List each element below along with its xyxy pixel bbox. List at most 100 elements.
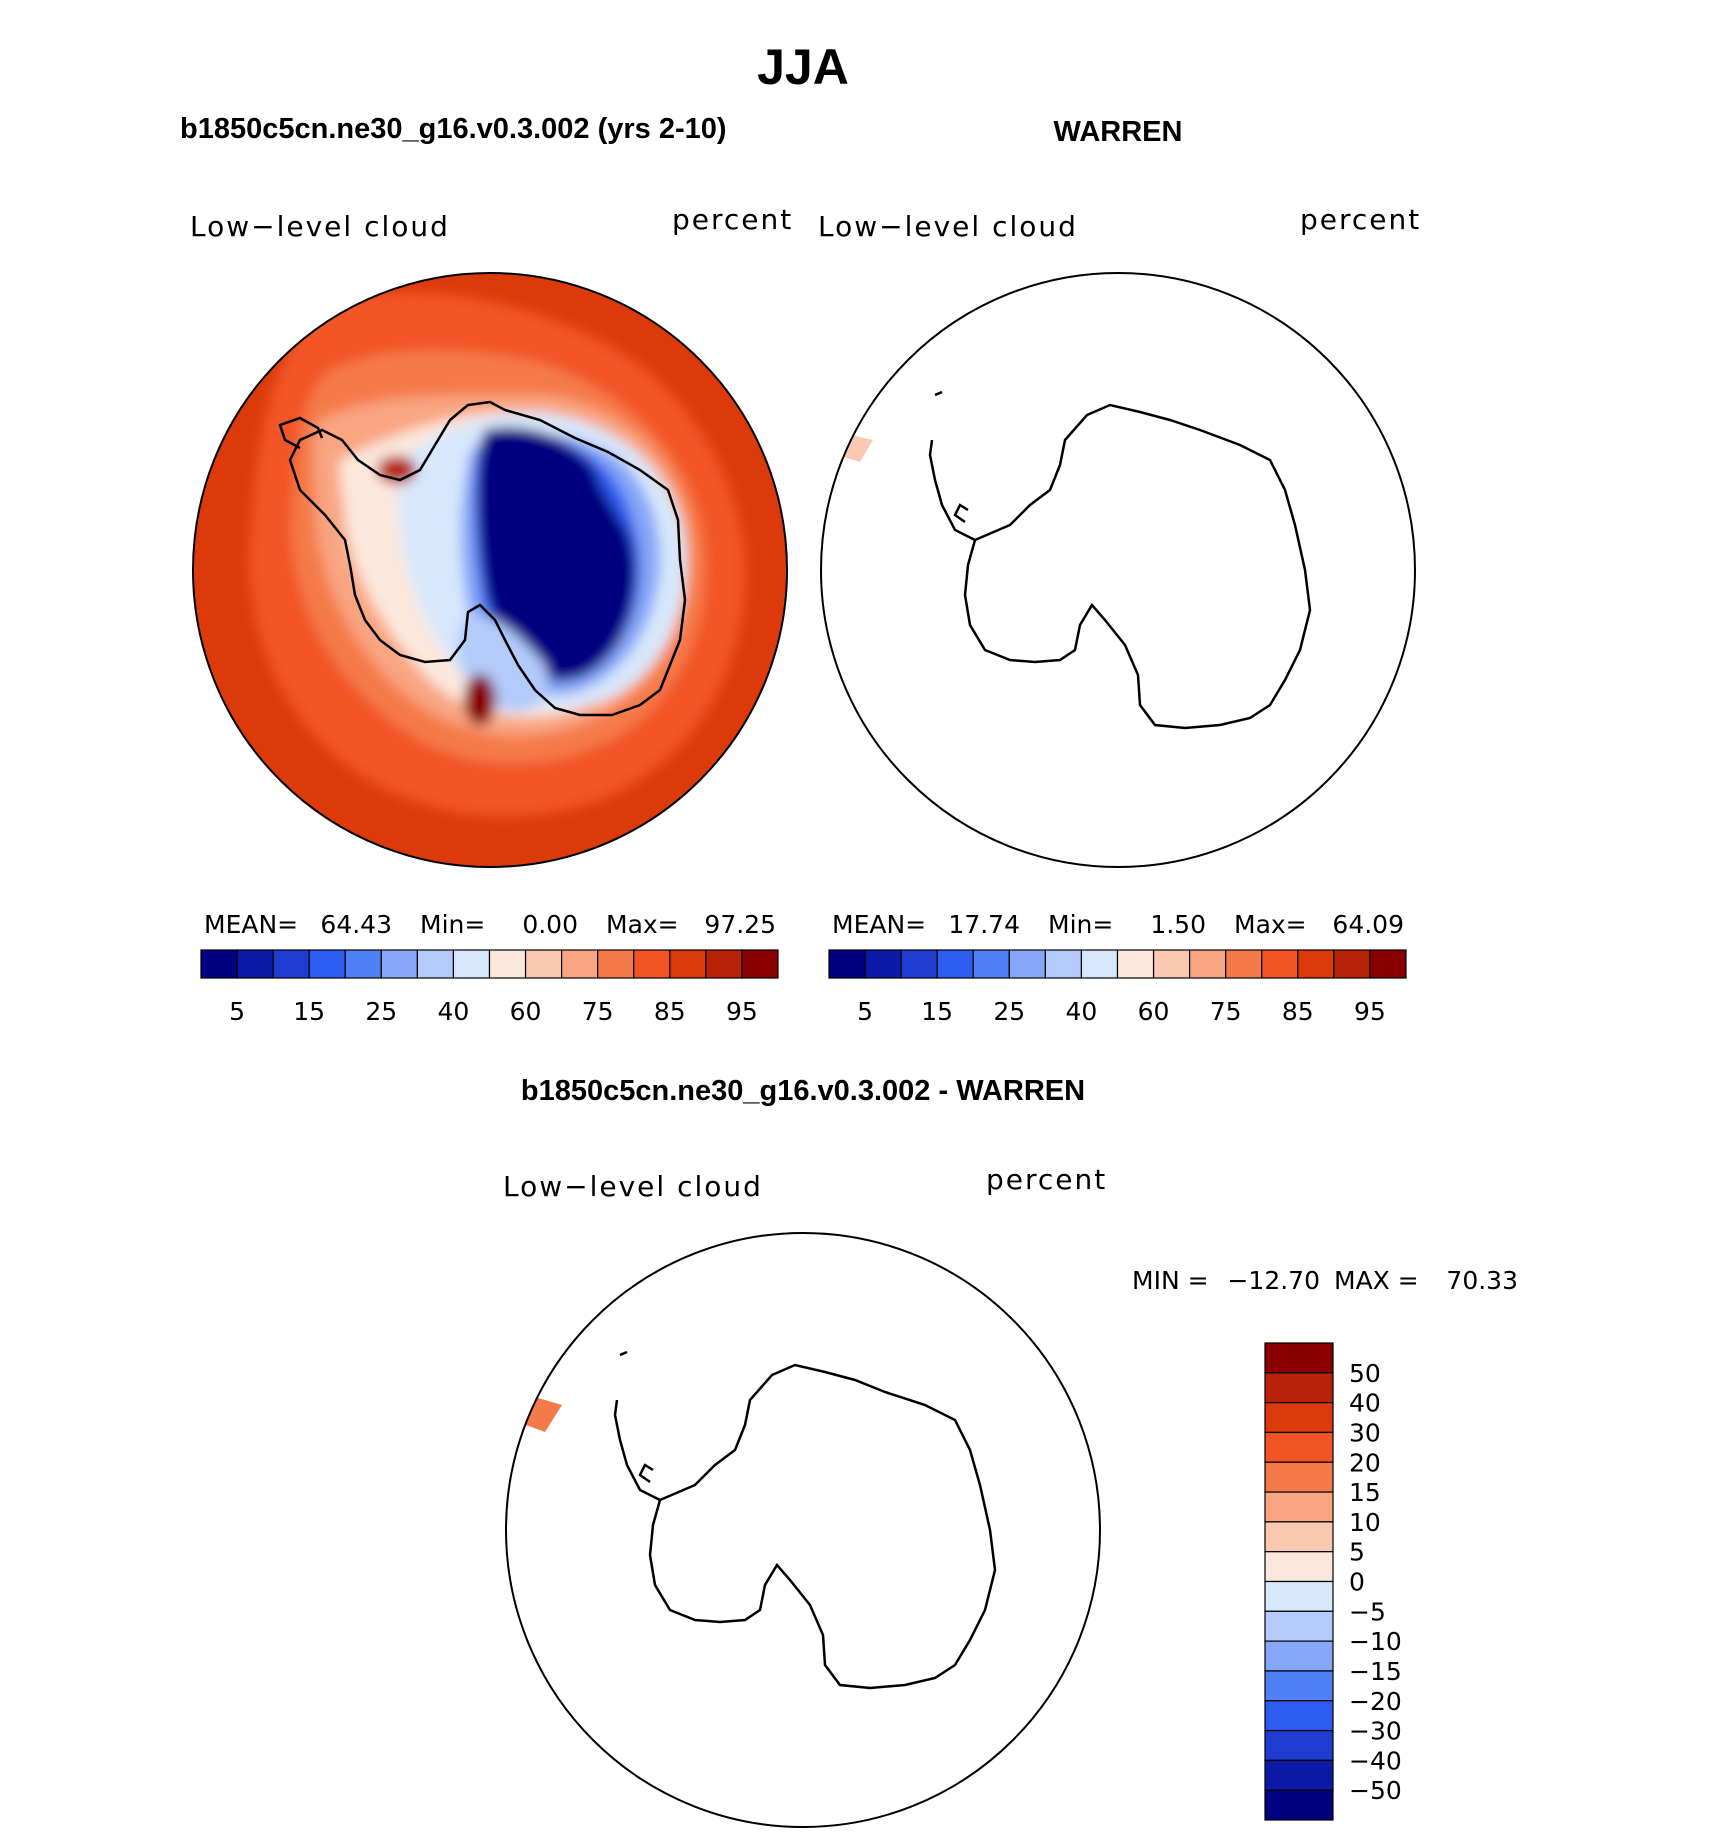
colorbar-swatch <box>1116 949 1155 979</box>
colorbar-tick-label: 75 <box>582 997 614 1026</box>
panel-model-boundary <box>192 272 788 868</box>
stat-max-label: Max= <box>606 910 679 939</box>
stat-mean-value: 64.43 <box>320 910 392 939</box>
colorbar-tick-label: 15 <box>293 997 325 1026</box>
colorbar-swatch <box>1264 1729 1334 1761</box>
colorbar-swatch <box>741 949 779 979</box>
colorbar-tick-label: 0 <box>1349 1568 1365 1597</box>
colorbar-swatch <box>236 949 274 979</box>
colorbar-swatch <box>1264 1402 1334 1434</box>
panel-diff-right-label: percent <box>986 1163 1107 1196</box>
colorbar-tick-label: 40 <box>438 997 470 1026</box>
colorbar-swatch <box>1008 949 1046 979</box>
colorbar-tick-label: 50 <box>1349 1359 1381 1388</box>
stat-mean-label: MEAN= <box>204 910 298 939</box>
colorbar-swatch <box>308 949 346 979</box>
colorbar-tick-label: 95 <box>726 997 758 1026</box>
coastline-peninsula-a <box>278 416 324 450</box>
colorbar-tick-label: 30 <box>1349 1418 1381 1447</box>
panel-diff-boundary <box>505 1232 1101 1828</box>
panel-obs: WARREN Low−level cloud percent MEAN= 17.… <box>818 116 1421 1026</box>
colorbar-swatch <box>1264 1670 1334 1702</box>
colorbar-swatch <box>1264 1789 1334 1821</box>
colorbar-tick-label: 25 <box>993 997 1025 1026</box>
stat-min-value-b: 1.50 <box>1150 910 1206 939</box>
stat-min-label-b: Min= <box>1048 910 1113 939</box>
colorbar-tick-label: 25 <box>365 997 397 1026</box>
panel-obs-stats: MEAN= 17.74 Min= 1.50 Max= 64.09 <box>832 910 1404 939</box>
colorbar-swatch <box>864 949 902 979</box>
colorbar-tick-label: 40 <box>1066 997 1098 1026</box>
colorbar-swatch <box>936 949 974 979</box>
coastline-antarctica-a <box>288 400 687 717</box>
colorbar-swatch <box>705 949 743 979</box>
colorbar-swatch <box>1264 1551 1334 1583</box>
panel-model-title: b1850c5cn.ne30_g16.v0.3.002 (yrs 2-10) <box>180 113 727 145</box>
colorbar-swatch <box>1297 949 1335 979</box>
colorbar-swatch <box>1264 1431 1334 1463</box>
panel-obs-left-label: Low−level cloud <box>818 210 1078 243</box>
colorbar-tick-label: −20 <box>1349 1687 1402 1716</box>
colorbar-swatch <box>1369 949 1407 979</box>
colorbar-swatch <box>1080 949 1119 979</box>
panel-obs-title: WARREN <box>1054 116 1183 148</box>
colorbar-tick-label: −30 <box>1349 1717 1402 1746</box>
coastline-peninsula-c <box>613 1399 661 1502</box>
colorbar-tick-label: 20 <box>1349 1448 1381 1477</box>
colorbar-tick-label: 40 <box>1349 1389 1381 1418</box>
stat-mean-label-b: MEAN= <box>832 910 926 939</box>
panel-diff-title: b1850c5cn.ne30_g16.v0.3.002 - WARREN <box>521 1075 1085 1107</box>
stat-max-label-b: Max= <box>1234 910 1307 939</box>
colorbar-swatch <box>828 949 866 979</box>
colorbar-tick-label: 5 <box>229 997 245 1026</box>
colorbar-tick-label: 5 <box>1349 1538 1365 1567</box>
colorbar-swatch <box>1264 1342 1334 1374</box>
colorbar-swatch <box>1264 1491 1334 1523</box>
colorbar-swatch <box>272 949 310 979</box>
colorbar-swatch <box>1264 1521 1334 1553</box>
colorbar-swatch <box>1225 949 1263 979</box>
panel-diff-left-label: Low−level cloud <box>503 1170 763 1203</box>
colorbar-tick-label: 5 <box>857 997 873 1026</box>
field-max-cell <box>464 674 496 726</box>
colorbar-swatch <box>416 949 455 979</box>
colorbar-swatch <box>1333 949 1371 979</box>
panel-model-right-label: percent <box>672 203 793 236</box>
colorbar-swatch <box>900 949 938 979</box>
panel-diff: b1850c5cn.ne30_g16.v0.3.002 - WARREN Low… <box>503 1075 1518 1828</box>
colorbar-tick-label: 60 <box>1138 997 1170 1026</box>
colorbar-swatch <box>1264 1610 1334 1642</box>
panel-obs-boundary <box>820 272 1416 868</box>
colorbar-tick-label: 60 <box>510 997 542 1026</box>
stat-max-label-c: MAX = <box>1334 1266 1419 1295</box>
stat-min-value: 0.00 <box>522 910 578 939</box>
panel-obs-right-label: percent <box>1300 203 1421 236</box>
colorbar-swatch <box>200 949 238 979</box>
colorbar-tick-label: 15 <box>1349 1478 1381 1507</box>
colorbar-swatch <box>1264 1372 1334 1404</box>
colorbar-swatch <box>1264 1640 1334 1672</box>
colorbar-swatch <box>380 949 418 979</box>
colorbar-tick-label: −50 <box>1349 1776 1402 1805</box>
panel-model-left-label: Low−level cloud <box>190 210 450 243</box>
stat-max-value: 97.25 <box>704 910 776 939</box>
colorbar-swatch <box>1264 1461 1334 1493</box>
panel-model: b1850c5cn.ne30_g16.v0.3.002 (yrs 2-10) L… <box>180 113 793 1026</box>
colorbar-swatch <box>1044 949 1083 979</box>
panel-diff-map <box>518 1350 997 1690</box>
stat-min-label-c: MIN = <box>1132 1266 1209 1295</box>
colorbar-swatch <box>597 949 635 979</box>
colorbar-swatch <box>1152 949 1191 979</box>
colorbar-tick-label: −10 <box>1349 1627 1402 1656</box>
stat-mean-value-b: 17.74 <box>948 910 1020 939</box>
colorbar-tick-label: 95 <box>1354 997 1386 1026</box>
colorbar-swatch <box>1264 1700 1334 1732</box>
panel-diff-stats: MIN = −12.70 MAX = 70.33 <box>1132 1266 1518 1295</box>
stat-max-value-b: 64.09 <box>1332 910 1404 939</box>
colorbar-tick-label: 85 <box>654 997 686 1026</box>
colorbar-swatch <box>1261 949 1299 979</box>
colorbar-tick-label: 10 <box>1349 1508 1381 1537</box>
colorbar-swatch <box>344 949 382 979</box>
coastline-islands-c <box>619 1350 628 1357</box>
